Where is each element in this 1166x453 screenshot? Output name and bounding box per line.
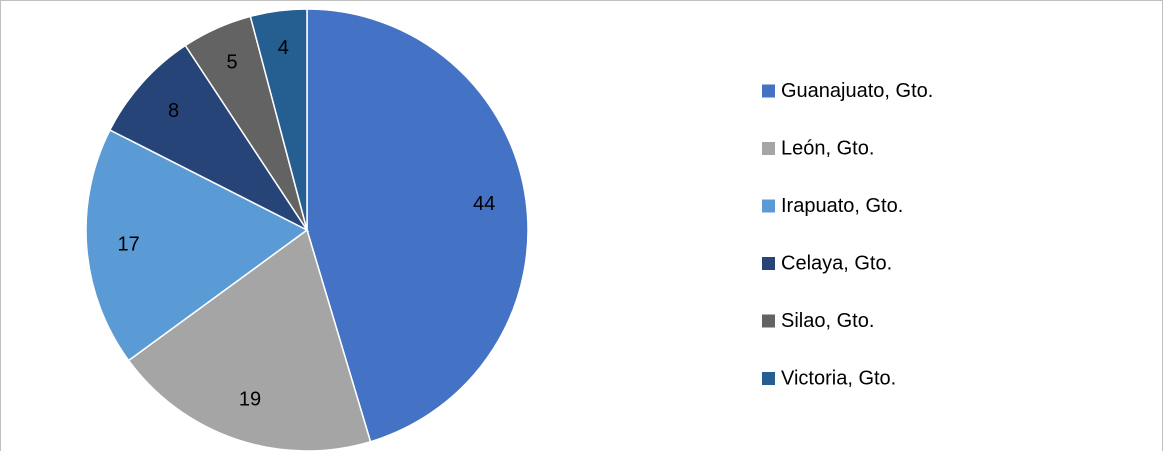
legend-label-celaya-gto: Celaya, Gto. (781, 253, 892, 275)
data-label-silao-gto: 5 (226, 52, 237, 74)
legend-swatch-guanajuato-gto (762, 84, 775, 98)
pie-slice-irapuato-gto (85, 128, 309, 362)
legend-swatch-celaya-gto (762, 257, 775, 270)
pie-slice-guanajuato-gto (306, 8, 529, 443)
legend: Guanajuato, Gto. León, Gto. Irapuato, Gto.… (762, 80, 933, 390)
legend-label-silao-gto: Silao, Gto. (781, 310, 874, 332)
legend-label-victoria-gto: Victoria, Gto. (781, 368, 896, 390)
pie-slices (85, 8, 529, 452)
pie-data-labels: 44 19 17 8 5 4 (117, 37, 495, 411)
data-label-victoria-gto: 4 (278, 37, 289, 59)
legend-label-leon-gto: León, Gto. (781, 138, 874, 160)
pie-slice-victoria-gto (249, 8, 308, 231)
legend-swatch-leon-gto (762, 142, 775, 155)
data-label-leon-gto: 19 (239, 389, 261, 411)
legend-swatch-victoria-gto (762, 372, 775, 385)
pie-slice-leon-gto (127, 228, 372, 452)
data-label-celaya-gto: 8 (168, 100, 179, 122)
legend-label-guanajuato-gto: Guanajuato, Gto. (781, 80, 933, 102)
pie-slice-celaya-gto (108, 44, 310, 232)
data-label-irapuato-gto: 17 (117, 234, 139, 256)
legend-label-irapuato-gto: Irapuato, Gto. (781, 195, 903, 217)
data-label-guanajuato-gto: 44 (473, 193, 495, 215)
legend-swatch-irapuato-gto (762, 199, 775, 213)
legend-swatch-silao-gto (762, 314, 775, 328)
